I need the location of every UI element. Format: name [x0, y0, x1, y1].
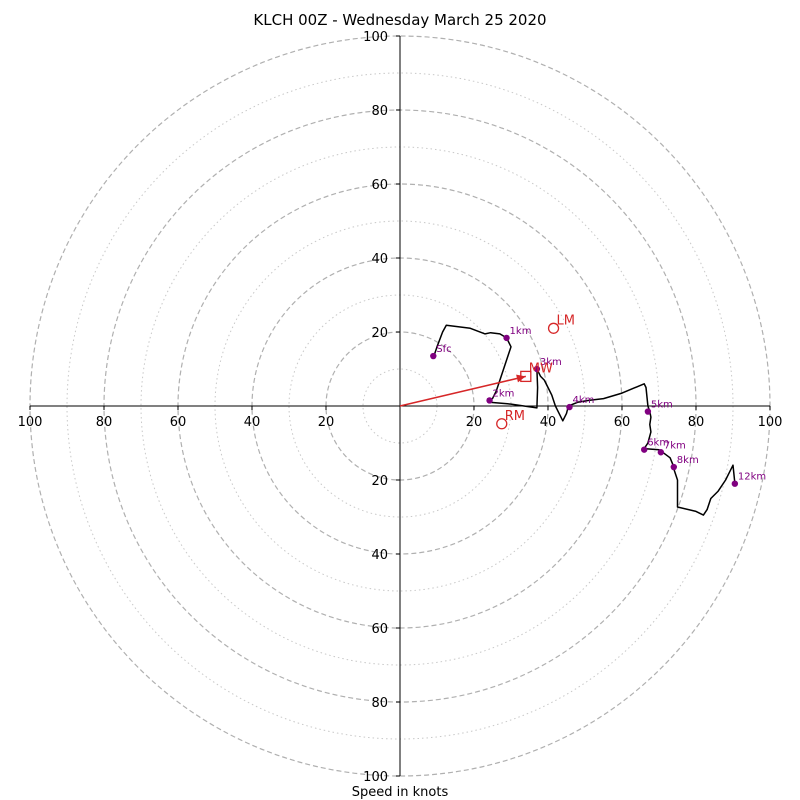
- y-tick-label: 100: [363, 30, 388, 45]
- storm-motion-marker-lm: [547, 322, 560, 334]
- y-tick-label: 80: [371, 104, 388, 119]
- x-tick-label: 60: [614, 415, 631, 430]
- height-label-6km: 6km: [647, 438, 669, 449]
- height-marker-7km: [657, 449, 665, 456]
- tick-labels: 100 80 60 40 20 20 40 60 80 100 100 80 60 40 20 20 40 60 8…: [18, 30, 783, 785]
- height-marker-3km: [533, 365, 541, 373]
- wind-trace: [432, 324, 736, 516]
- height-marker-4km: [566, 403, 573, 411]
- height-marker-6km: [641, 446, 648, 453]
- y-tick-label: 100: [363, 770, 388, 785]
- y-tick-label: 40: [371, 548, 388, 563]
- y-tick-label: 60: [371, 622, 388, 637]
- storm-motion-label-lm: LM: [557, 313, 575, 328]
- x-tick-label: 20: [318, 415, 335, 430]
- hodograph-line: [432, 324, 736, 516]
- height-label-3km: 3km: [540, 357, 562, 368]
- x-tick-label: 100: [18, 415, 43, 430]
- x-tick-label: 40: [540, 415, 557, 430]
- storm-motions: LM MW RM: [496, 313, 575, 430]
- chart-title: KLCH 00Z - Wednesday March 25 2020: [253, 11, 547, 29]
- y-tick-label: 20: [371, 474, 388, 489]
- height-label-1km: 1km: [510, 326, 532, 337]
- y-tick-label: 60: [371, 178, 388, 193]
- storm-motion-label-mw: MW: [529, 361, 553, 376]
- height-marker-sfc: [430, 352, 437, 360]
- storm-motion-marker-mw: [520, 370, 532, 383]
- x-axis-label: Speed in knots: [352, 785, 449, 800]
- height-marker-2km: [486, 397, 493, 404]
- height-marker-1km: [503, 334, 510, 342]
- height-label-7km: 7km: [664, 440, 686, 451]
- height-label-5km: 5km: [651, 400, 673, 411]
- x-tick-label: 20: [466, 415, 483, 430]
- height-label-2km: 2km: [493, 388, 515, 399]
- x-tick-label: 80: [96, 415, 113, 430]
- height-label-sfc: Sfc: [436, 344, 451, 355]
- mean-wind-arrow-shaft: [399, 375, 526, 407]
- y-tick-label: 20: [371, 326, 388, 341]
- x-tick-label: 80: [688, 415, 705, 430]
- x-tick-label: 100: [758, 415, 783, 430]
- storm-motion-marker-rm: [496, 418, 508, 430]
- storm-motion-label-rm: RM: [505, 409, 525, 424]
- y-tick-label: 40: [371, 252, 388, 267]
- x-tick-label: 40: [244, 415, 261, 430]
- height-marker-5km: [644, 408, 652, 415]
- height-label-12km: 12km: [738, 472, 766, 483]
- y-tick-label: 80: [371, 696, 388, 711]
- height-marker-12km: [731, 480, 739, 487]
- height-label-4km: 4km: [572, 395, 594, 406]
- height-label-8km: 8km: [677, 455, 699, 466]
- height-marker-8km: [670, 463, 677, 471]
- x-tick-label: 60: [170, 415, 187, 430]
